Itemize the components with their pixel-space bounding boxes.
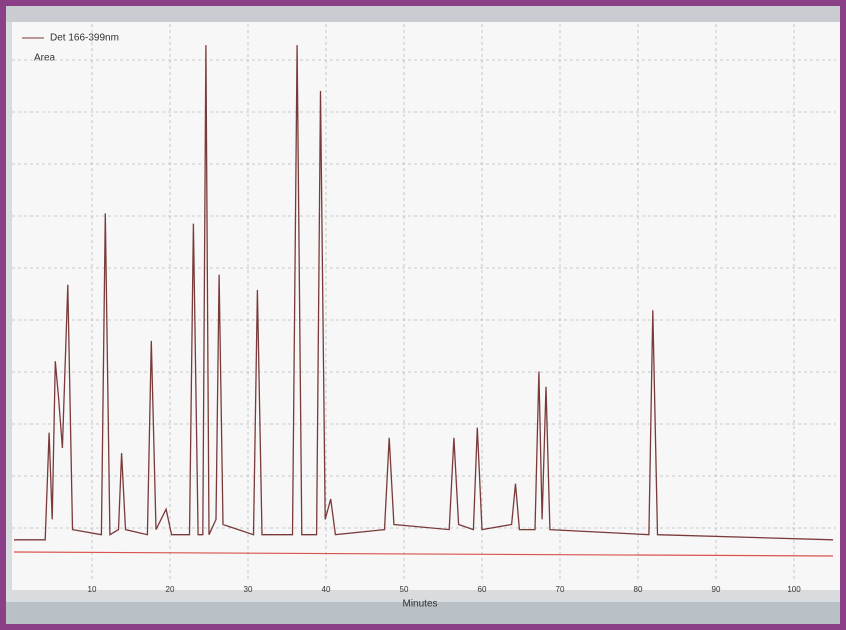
x-tick-label: 90 <box>712 585 721 594</box>
x-tick-label: 60 <box>478 585 487 594</box>
x-tick-label: 80 <box>634 585 643 594</box>
legend-label: Det 166-399nm <box>50 33 119 44</box>
x-axis-label: Minutes <box>402 599 437 610</box>
x-tick-label: 100 <box>787 585 801 594</box>
trace <box>14 45 833 540</box>
chart: Det 166-399nm Area Minutes 10 20 30 40 50 60 7… <box>0 0 846 630</box>
x-tick-label: 40 <box>322 585 331 594</box>
x-tick-label: 30 <box>244 585 253 594</box>
y-axis-label: Area <box>34 53 56 64</box>
x-tick-label: 70 <box>556 585 565 594</box>
baseline <box>14 552 833 556</box>
page: {"chart_data": {"type": "line", "series"… <box>0 0 846 630</box>
x-tick-label: 20 <box>166 585 175 594</box>
x-tick-label: 50 <box>400 585 409 594</box>
x-tick-label: 10 <box>88 585 97 594</box>
